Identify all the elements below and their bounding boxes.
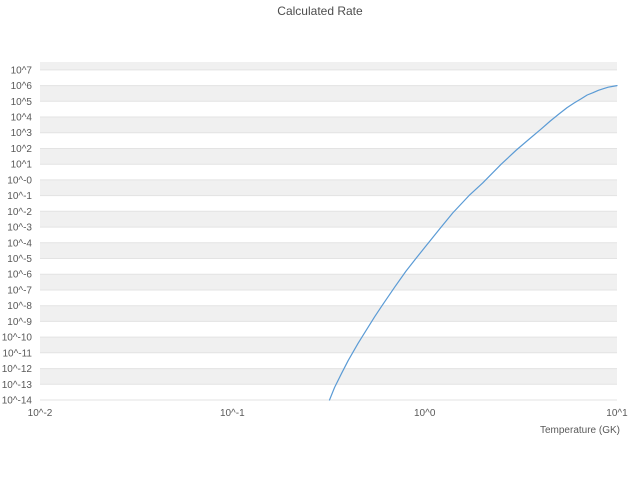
y-tick-label: 10^-12 <box>2 364 33 375</box>
grid-band <box>40 274 617 290</box>
grid-band <box>40 368 617 385</box>
y-tick-label: 10^-13 <box>2 380 33 391</box>
x-tick-label: 10^-2 <box>28 408 53 419</box>
grid-band <box>40 305 617 322</box>
grid-band <box>40 179 617 196</box>
y-tick-label: 10^-8 <box>7 301 32 312</box>
grid-band <box>40 337 617 353</box>
rate-curve <box>328 85 618 401</box>
y-tick-label: 10^5 <box>11 97 33 108</box>
grid-band <box>40 85 617 102</box>
y-tick-label: 10^-0 <box>7 175 32 186</box>
x-tick-label: 10^1 <box>606 408 628 419</box>
y-tick-label: 10^-5 <box>7 254 32 265</box>
y-tick-label: 10^3 <box>11 128 33 139</box>
y-tick-label: 10^-7 <box>7 286 32 297</box>
y-tick-label: 10^-14 <box>2 396 33 407</box>
x-axis-label: Temperature (GK) <box>539 425 620 436</box>
y-tick-label: 10^-6 <box>7 270 32 281</box>
y-tick-label: 10^-1 <box>7 191 32 202</box>
chart-title: Calculated Rate <box>277 4 363 18</box>
y-tick-label: 10^4 <box>11 113 33 124</box>
y-tick-label: 10^2 <box>11 144 33 155</box>
grid-band <box>40 62 617 70</box>
y-tick-label: 10^-4 <box>7 238 32 249</box>
y-tick-label: 10^-9 <box>7 317 32 328</box>
x-tick-label: 10^-1 <box>220 408 245 419</box>
y-tick-label: 10^6 <box>11 81 33 92</box>
y-tick-label: 10^7 <box>11 65 33 76</box>
y-tick-label: 10^-11 <box>2 348 32 359</box>
grid-band <box>40 148 617 165</box>
y-tick-label: 10^-2 <box>7 207 32 218</box>
grid-band <box>40 211 617 227</box>
grid-band <box>40 242 617 259</box>
y-tick-label: 10^1 <box>11 160 33 171</box>
grid-band <box>40 117 617 133</box>
y-tick-label: 10^-10 <box>2 333 33 344</box>
y-tick-label: 10^-3 <box>7 223 32 234</box>
x-tick-label: 10^0 <box>414 408 436 419</box>
